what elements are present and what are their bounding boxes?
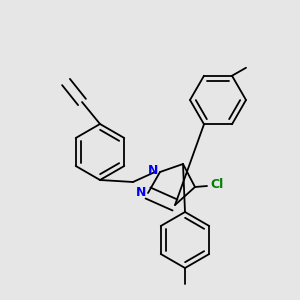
Text: Cl: Cl	[210, 178, 224, 191]
Text: N: N	[136, 185, 146, 199]
Text: N: N	[148, 164, 158, 178]
